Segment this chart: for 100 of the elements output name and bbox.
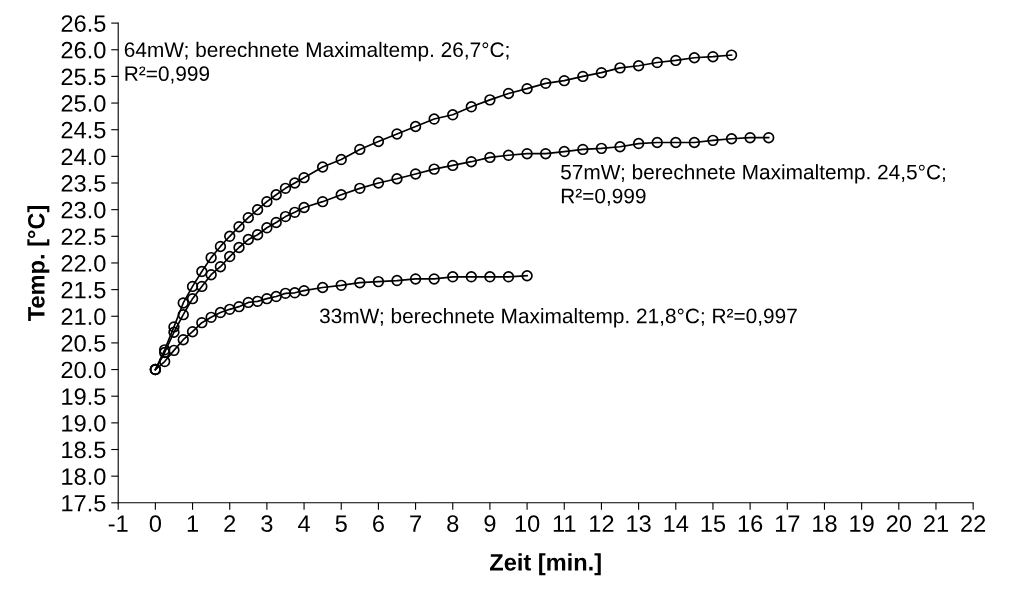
point [335,189,347,201]
x-tick-label: 14 [664,515,689,532]
point [233,241,245,254]
point [158,355,171,368]
point [725,133,738,145]
y-tick-label: 24.5 [61,121,106,139]
y-tick-label: 26.5 [61,15,106,32]
point [632,60,645,72]
y-tick-label: 20.0 [61,361,106,379]
point [447,271,459,283]
point [233,221,245,233]
point [242,233,255,246]
point [186,280,199,293]
point [502,149,515,161]
x-tick-label: 2 [224,515,236,532]
point [502,271,515,283]
point [186,292,199,305]
point [251,203,264,216]
point [298,201,310,214]
point [168,326,180,338]
point [614,62,626,74]
point [391,274,403,287]
point [558,145,570,158]
y-tick-label: 25.0 [61,95,106,112]
x-tick-label: 0 [149,515,162,532]
x-tick-label: 6 [373,515,384,532]
point [428,163,440,175]
point [372,275,385,288]
x-tick-label: 9 [484,515,496,532]
point [261,195,273,208]
point [577,143,589,156]
point [465,101,478,113]
point [521,270,533,282]
point [539,147,552,160]
point [224,303,236,316]
point [242,211,255,224]
y-tick-label: 23.5 [61,175,106,192]
point [168,344,180,357]
point [261,222,273,234]
point [251,295,264,308]
point [214,260,227,273]
x-tick-label: 8 [447,515,459,532]
y-axis-title: Temp. [°C] [27,206,50,321]
x-tick-label: 19 [850,515,874,532]
x-tick-label: 18 [813,515,837,532]
point [484,271,496,283]
point [214,306,227,319]
y-tick-label: 23.0 [61,201,106,219]
x-tick-label: 21 [924,515,948,532]
point [465,271,478,283]
point [270,216,282,229]
x-tick-label: 17 [775,515,800,532]
point [214,240,227,253]
point [205,268,217,281]
x-tick-label: 5 [335,515,347,532]
point [205,251,217,264]
annotation: 64mW; berechnete Maximaltemp. 26,7°C; R²=0,999 [124,41,509,84]
y-tick-label: 18.0 [62,468,106,485]
y-tick-label: 20.5 [61,334,106,352]
x-tick-label: 20 [886,515,912,532]
point [595,66,608,79]
point [270,189,282,201]
y-tick-label: 21.5 [61,281,106,299]
y-tick-label: 17.5 [62,495,106,512]
point [242,296,255,309]
point [335,153,347,166]
y-tick-label: 19.0 [62,414,106,432]
point [177,297,189,309]
point [196,280,208,293]
point [651,136,663,149]
point [270,290,282,303]
point [168,321,180,333]
y-tick-label: 24.0 [61,148,106,166]
point [744,132,756,144]
point [521,147,533,160]
y-tick-label: 18.5 [62,441,106,459]
point [614,141,626,153]
point [670,54,682,67]
point [521,82,533,95]
point [409,120,422,133]
y-tick-label: 22.5 [61,228,106,246]
y-tick-label: 25.5 [61,68,106,86]
point [335,279,347,292]
x-tick-label: 1 [187,515,198,532]
point [688,136,701,149]
x-tick-label: 4 [298,515,310,532]
point [196,316,208,329]
point [233,300,245,313]
x-tick-label: 16 [738,515,763,532]
point [409,168,422,180]
x-axis-title: Zeit [min.] [489,553,601,576]
point [279,210,292,223]
x-tick-label: 12 [590,515,614,532]
point [577,70,589,83]
y-tick-label: 22.0 [61,255,106,272]
point [316,195,329,208]
point [354,143,366,156]
point [632,137,645,150]
point [391,173,403,185]
point [688,52,701,64]
